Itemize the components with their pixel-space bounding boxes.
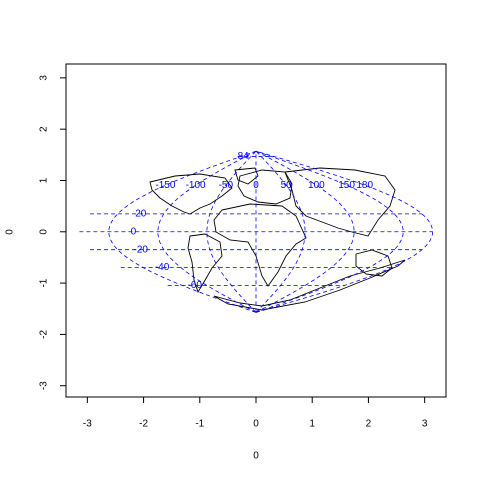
coastlines [149, 167, 406, 311]
meridian-label: 150 [338, 180, 355, 191]
y-tick-label: -1 [39, 278, 50, 287]
x-tick-label: 3 [422, 419, 428, 430]
meridian-label: 0 [253, 180, 259, 191]
y-tick-label: -3 [39, 381, 50, 390]
y-tick-label: 2 [39, 126, 50, 132]
meridian-label: 50 [281, 180, 293, 191]
meridian [206, 150, 257, 313]
parallel-label: 84 [238, 151, 250, 162]
parallel-label: 0 [131, 226, 137, 237]
x-tick-label: -1 [195, 419, 204, 430]
meridian [255, 150, 306, 313]
meridian-label: -150 [155, 180, 175, 191]
y-tick-label: -2 [39, 330, 50, 339]
meridian-label: 100 [308, 180, 325, 191]
x-tick-label: 1 [309, 419, 315, 430]
x-axis-label: 0 [253, 451, 259, 462]
x-tick-label: -2 [139, 419, 148, 430]
y-tick-label: 1 [39, 177, 50, 183]
plot-box [65, 63, 447, 398]
parallel-label: 20 [135, 209, 147, 220]
x-tick-label: 0 [253, 419, 259, 430]
meridian [108, 150, 257, 313]
y-tick-label: 3 [39, 75, 50, 81]
meridian-label: 180 [356, 180, 373, 191]
parallel-label: -60 [187, 280, 202, 291]
meridian [255, 150, 404, 313]
parallel-label: -40 [155, 262, 170, 273]
meridian-label: -100 [186, 180, 206, 191]
meridian-label: -50 [219, 180, 234, 191]
y-axis-label: 0 [5, 229, 16, 235]
parallel-label: -20 [134, 244, 149, 255]
y-tick-label: 0 [39, 229, 50, 235]
x-tick-label: -3 [83, 419, 92, 430]
x-tick-label: 2 [366, 419, 372, 430]
meridian [255, 150, 434, 313]
